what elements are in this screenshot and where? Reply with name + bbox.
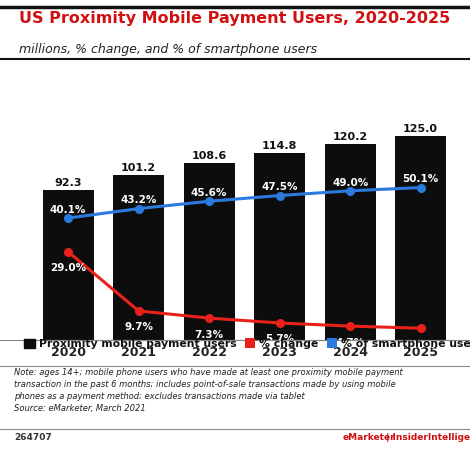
Point (417, 184, 424, 191)
Bar (113, 175, 164, 340)
Text: 43.2%: 43.2% (120, 195, 157, 205)
Text: | InsiderIntelligence.com: | InsiderIntelligence.com (383, 433, 470, 442)
Text: 108.6: 108.6 (192, 151, 227, 161)
Point (64, 248, 72, 255)
Point (346, 323, 354, 330)
Bar (43, 190, 94, 340)
Text: 29.0%: 29.0% (50, 263, 86, 273)
Text: Note: ages 14+; mobile phone users who have made at least one proximity mobile p: Note: ages 14+; mobile phone users who h… (14, 368, 403, 413)
Text: eMarketer: eMarketer (343, 433, 396, 442)
Text: 101.2: 101.2 (121, 163, 156, 173)
Text: 125.0: 125.0 (403, 124, 438, 134)
Text: 4.0%: 4.0% (406, 340, 435, 350)
Point (417, 324, 424, 332)
Text: 50.1%: 50.1% (402, 174, 439, 184)
Text: 4.7%: 4.7% (336, 338, 365, 347)
Text: 9.7%: 9.7% (124, 322, 153, 332)
Text: 40.1%: 40.1% (50, 205, 86, 215)
Bar (395, 137, 446, 340)
Text: 120.2: 120.2 (333, 133, 368, 142)
Text: millions, % change, and % of smartphone users: millions, % change, and % of smartphone … (19, 43, 317, 56)
Text: 114.8: 114.8 (262, 141, 298, 151)
Text: 264707: 264707 (14, 433, 52, 442)
Point (346, 187, 354, 195)
Point (276, 319, 283, 327)
Point (276, 192, 283, 199)
Point (205, 314, 213, 322)
Text: 92.3: 92.3 (55, 178, 82, 188)
Bar (254, 153, 305, 340)
Text: 7.3%: 7.3% (195, 329, 224, 340)
Point (64, 214, 72, 222)
Text: 45.6%: 45.6% (191, 188, 227, 198)
Bar (325, 144, 376, 340)
Point (135, 205, 142, 212)
Text: US Proximity Mobile Payment Users, 2020-2025: US Proximity Mobile Payment Users, 2020-… (19, 11, 450, 27)
Point (205, 197, 213, 205)
Text: 49.0%: 49.0% (332, 177, 368, 187)
Text: 47.5%: 47.5% (261, 182, 298, 192)
Point (135, 307, 142, 314)
Bar (184, 163, 235, 340)
Legend: Proximity mobile payment users, % change, % of smartphone users: Proximity mobile payment users, % change… (20, 335, 470, 353)
Text: 5.7%: 5.7% (265, 335, 294, 345)
